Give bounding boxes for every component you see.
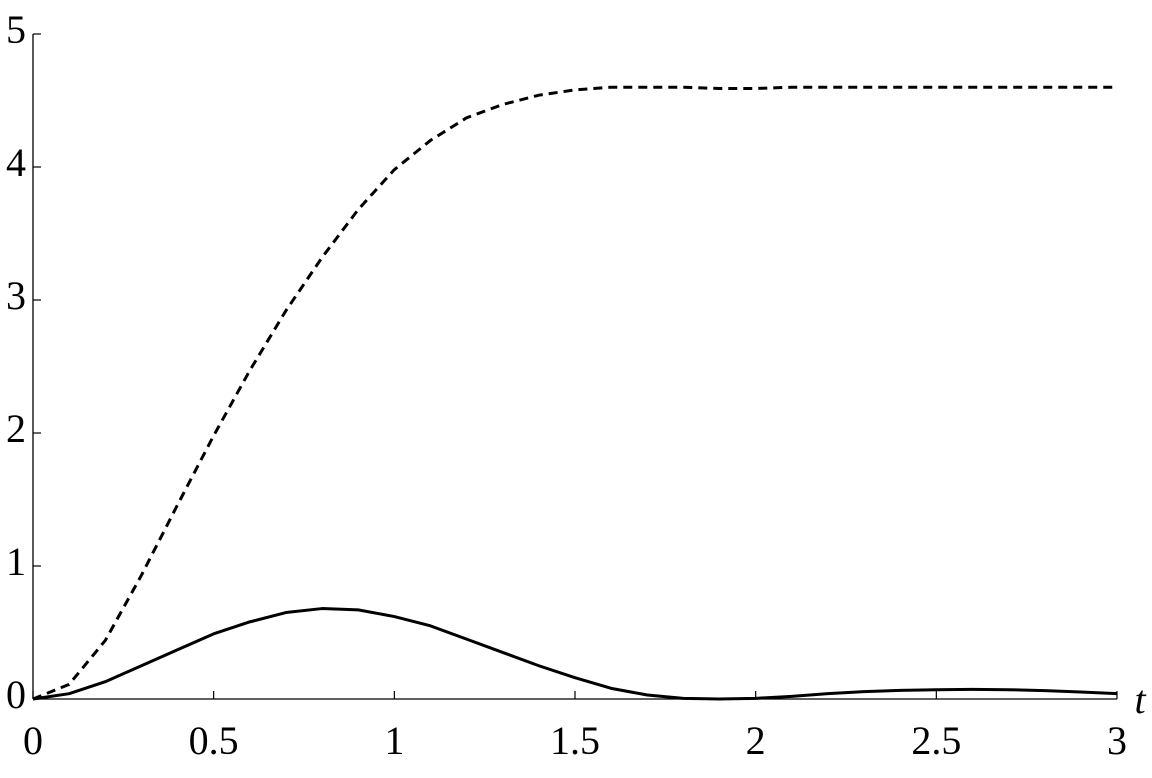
y-tick-label: 0 [6, 672, 26, 717]
x-tick-label: 2.5 [911, 718, 961, 763]
x-tick-label: 1.5 [550, 718, 600, 763]
y-tick-label: 3 [6, 273, 26, 318]
x-tick-label: 3 [1107, 718, 1127, 763]
x-tick-label: 1 [384, 718, 404, 763]
y-tick-label: 5 [6, 7, 26, 52]
y-tick-label: 2 [6, 406, 26, 451]
line-series [32, 85, 1117, 701]
x-axis-label: t [1134, 677, 1146, 722]
x-tick-label: 2 [746, 718, 766, 763]
y-tick-label: 4 [6, 140, 26, 185]
line-series [32, 607, 1118, 701]
y-tick-label: 1 [6, 539, 26, 584]
x-tick-label: 0.5 [189, 718, 239, 763]
x-tick-label: 0 [23, 718, 43, 763]
